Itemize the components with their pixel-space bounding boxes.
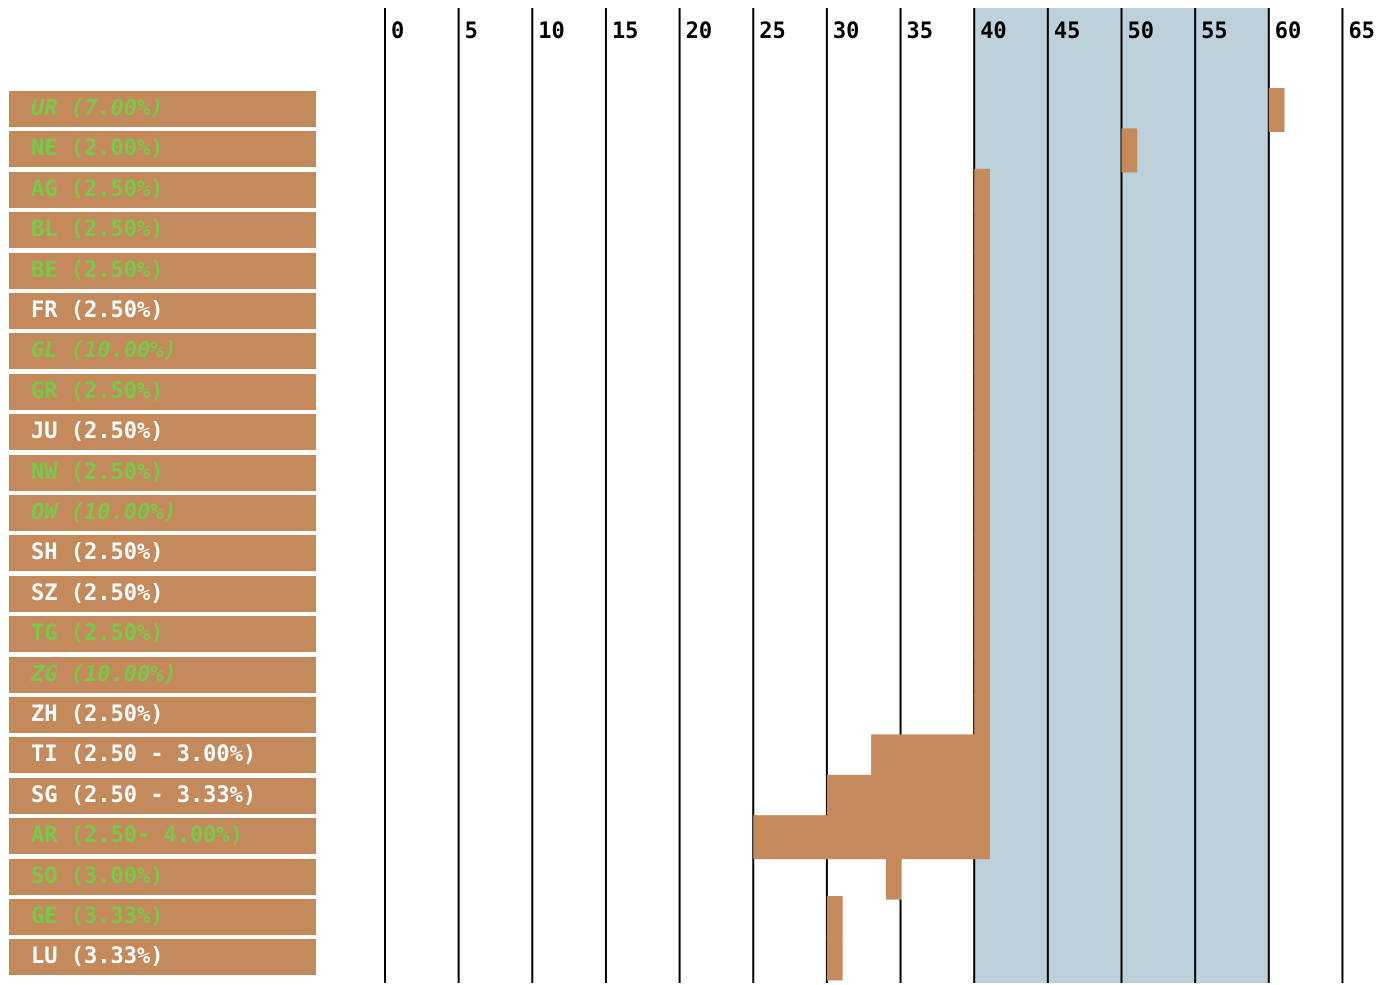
category-label: NE (2.00%) bbox=[9, 131, 316, 168]
bar bbox=[974, 370, 990, 415]
x-tick-label: 30 bbox=[833, 19, 860, 44]
category-label: NW (2.50%) bbox=[9, 454, 316, 491]
bar bbox=[1268, 88, 1285, 132]
category-label: TG (2.50%) bbox=[9, 616, 316, 653]
bar bbox=[871, 734, 990, 779]
bar bbox=[974, 411, 990, 456]
x-tick-label: 65 bbox=[1348, 19, 1375, 44]
x-tick-label: 0 bbox=[391, 19, 404, 44]
category-label: AR (2.50- 4.00%) bbox=[9, 818, 316, 855]
category-label: GR (2.50%) bbox=[9, 373, 316, 410]
category-label: SG (2.50 - 3.33%) bbox=[9, 777, 316, 814]
x-tick-label: 50 bbox=[1128, 19, 1155, 44]
bar bbox=[974, 572, 990, 617]
x-tick-label: 10 bbox=[538, 19, 565, 44]
category-label: OW (10.00%) bbox=[9, 495, 316, 531]
x-tick-label: 20 bbox=[686, 19, 713, 44]
bar bbox=[974, 330, 990, 375]
category-label: GL (10.00%) bbox=[9, 333, 316, 370]
x-tick-label: 45 bbox=[1054, 19, 1081, 44]
bar bbox=[974, 613, 990, 658]
bar bbox=[826, 896, 843, 940]
x-tick-label: 55 bbox=[1201, 19, 1228, 44]
category-label: ZH (2.50%) bbox=[9, 697, 316, 733]
bar bbox=[974, 168, 990, 213]
bar bbox=[974, 290, 990, 334]
tick-label-layer: 0 5 10 15 20 25 30 35 40 45 50 55 60 65 bbox=[391, 19, 1375, 44]
bar bbox=[974, 249, 990, 294]
bar bbox=[974, 694, 990, 738]
x-tick-label: 25 bbox=[759, 19, 786, 44]
category-label: BL (2.50%) bbox=[9, 212, 316, 249]
bar bbox=[974, 209, 990, 254]
bar bbox=[885, 855, 902, 900]
category-label: BE (2.50%) bbox=[9, 252, 316, 289]
bar bbox=[1121, 128, 1138, 173]
x-tick-label: 40 bbox=[980, 19, 1007, 44]
category-label: SZ (2.50%) bbox=[9, 575, 316, 612]
bar bbox=[974, 492, 990, 536]
bar bbox=[974, 451, 990, 496]
x-tick-label: 15 bbox=[612, 19, 639, 44]
category-label: AG (2.50%) bbox=[9, 171, 316, 208]
category-label: JU (2.50%) bbox=[9, 414, 316, 451]
category-label: FR (2.50%) bbox=[9, 293, 316, 329]
x-tick-label: 60 bbox=[1275, 19, 1302, 44]
category-label: LU (3.33%) bbox=[9, 939, 316, 976]
bar-layer bbox=[753, 88, 1285, 981]
category-label: GE (3.33%) bbox=[9, 899, 316, 935]
bar bbox=[753, 815, 990, 860]
category-label: SH (2.50%) bbox=[9, 535, 316, 572]
category-label: SO (3.00%) bbox=[9, 858, 316, 895]
bar bbox=[974, 532, 990, 577]
bar bbox=[826, 774, 990, 819]
category-label: UR (7.00%) bbox=[9, 91, 316, 127]
bar bbox=[974, 653, 990, 698]
category-label: TI (2.50 - 3.00%) bbox=[9, 737, 316, 774]
x-tick-label: 35 bbox=[907, 19, 934, 44]
x-tick-label: 5 bbox=[465, 19, 478, 44]
bar bbox=[826, 936, 843, 981]
category-label: ZG (10.00%) bbox=[9, 656, 316, 693]
